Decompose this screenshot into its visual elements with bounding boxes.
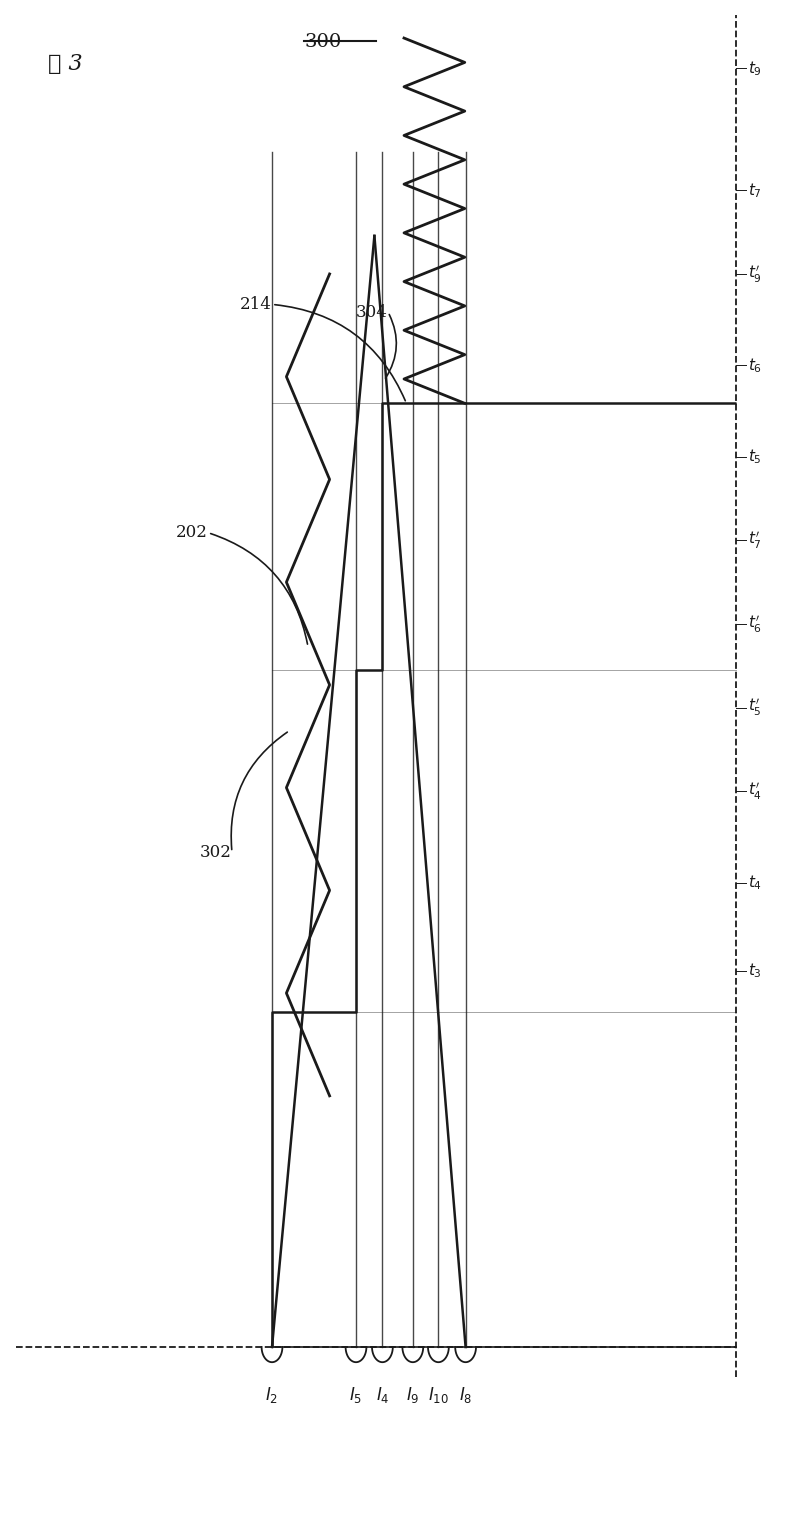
Text: $I_{10}$: $I_{10}$ bbox=[428, 1385, 449, 1405]
Text: 300: 300 bbox=[304, 33, 342, 52]
Text: $t_7$: $t_7$ bbox=[748, 181, 762, 199]
Text: $t_3$: $t_3$ bbox=[748, 962, 762, 980]
Text: 202: 202 bbox=[176, 524, 208, 542]
Text: $I_9$: $I_9$ bbox=[406, 1385, 419, 1405]
Text: $I_8$: $I_8$ bbox=[459, 1385, 472, 1405]
Text: $t_9'$: $t_9'$ bbox=[748, 263, 762, 285]
Text: $t_7'$: $t_7'$ bbox=[748, 530, 762, 551]
Text: $t_4'$: $t_4'$ bbox=[748, 781, 762, 802]
Text: $t_9$: $t_9$ bbox=[748, 59, 762, 78]
Text: $t_6'$: $t_6'$ bbox=[748, 613, 762, 635]
Text: 302: 302 bbox=[200, 843, 232, 861]
Text: $I_5$: $I_5$ bbox=[350, 1385, 362, 1405]
Text: 304: 304 bbox=[356, 303, 388, 321]
Text: $t_6$: $t_6$ bbox=[748, 356, 762, 374]
Text: $t_5$: $t_5$ bbox=[748, 447, 762, 466]
Text: $t_4$: $t_4$ bbox=[748, 874, 762, 892]
Text: $I_4$: $I_4$ bbox=[376, 1385, 389, 1405]
Text: 图 3: 图 3 bbox=[48, 53, 82, 75]
Text: $I_2$: $I_2$ bbox=[266, 1385, 278, 1405]
Text: $t_5'$: $t_5'$ bbox=[748, 697, 762, 718]
Text: 214: 214 bbox=[240, 295, 272, 314]
